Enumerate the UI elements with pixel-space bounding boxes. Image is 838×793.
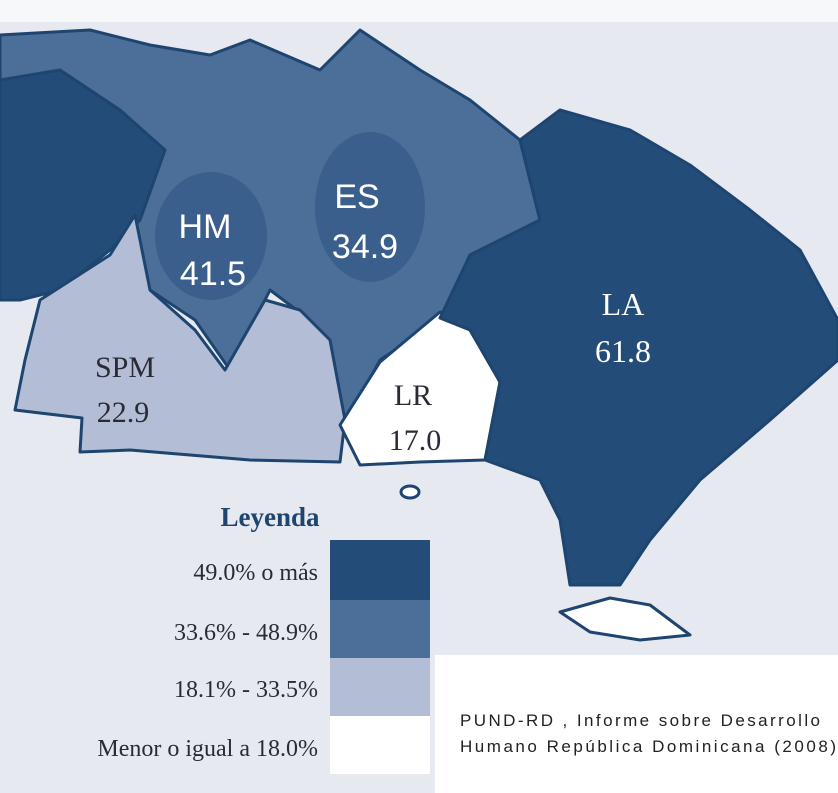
source-box — [435, 655, 838, 793]
source-line: Humano República Dominicana (2008) — [460, 737, 836, 756]
legend-swatch — [330, 540, 430, 600]
islet — [399, 484, 421, 500]
region-value: 41.5 — [180, 255, 246, 293]
region-code: ES — [334, 178, 379, 216]
spm-region — [13, 213, 347, 464]
source-line: PUND-RD , Informe sobre Desarrollo — [460, 711, 820, 730]
region-value: 34.9 — [332, 228, 398, 266]
region-code: SPM — [95, 351, 155, 384]
legend-label: 33.6% - 48.9% — [174, 620, 318, 646]
legend-title: Leyenda — [220, 502, 320, 532]
region-value: 17.0 — [389, 424, 442, 457]
legend-label: 18.1% - 33.5% — [174, 677, 318, 703]
es-marker — [315, 132, 425, 282]
region-value: 22.9 — [97, 396, 150, 429]
legend-label: 49.0% o más — [193, 560, 318, 586]
region-code: LA — [602, 286, 645, 322]
region-code: HM — [179, 208, 232, 246]
legend-swatch — [330, 716, 430, 774]
island — [558, 596, 692, 642]
legend-swatch — [330, 658, 430, 716]
region-value: 61.8 — [595, 333, 651, 369]
region-code: LR — [394, 379, 432, 412]
la-region — [438, 108, 838, 587]
hm-marker — [155, 172, 267, 300]
legend-swatch — [330, 600, 430, 658]
legend-label: Menor o igual a 18.0% — [97, 736, 318, 762]
top-strip — [0, 0, 838, 22]
